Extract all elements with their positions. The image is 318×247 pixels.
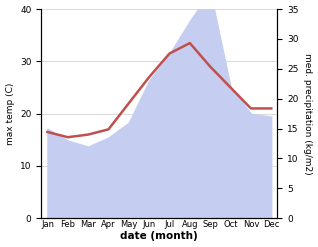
Y-axis label: med. precipitation (kg/m2): med. precipitation (kg/m2) [303, 53, 313, 174]
Y-axis label: max temp (C): max temp (C) [5, 82, 15, 145]
X-axis label: date (month): date (month) [121, 231, 198, 242]
